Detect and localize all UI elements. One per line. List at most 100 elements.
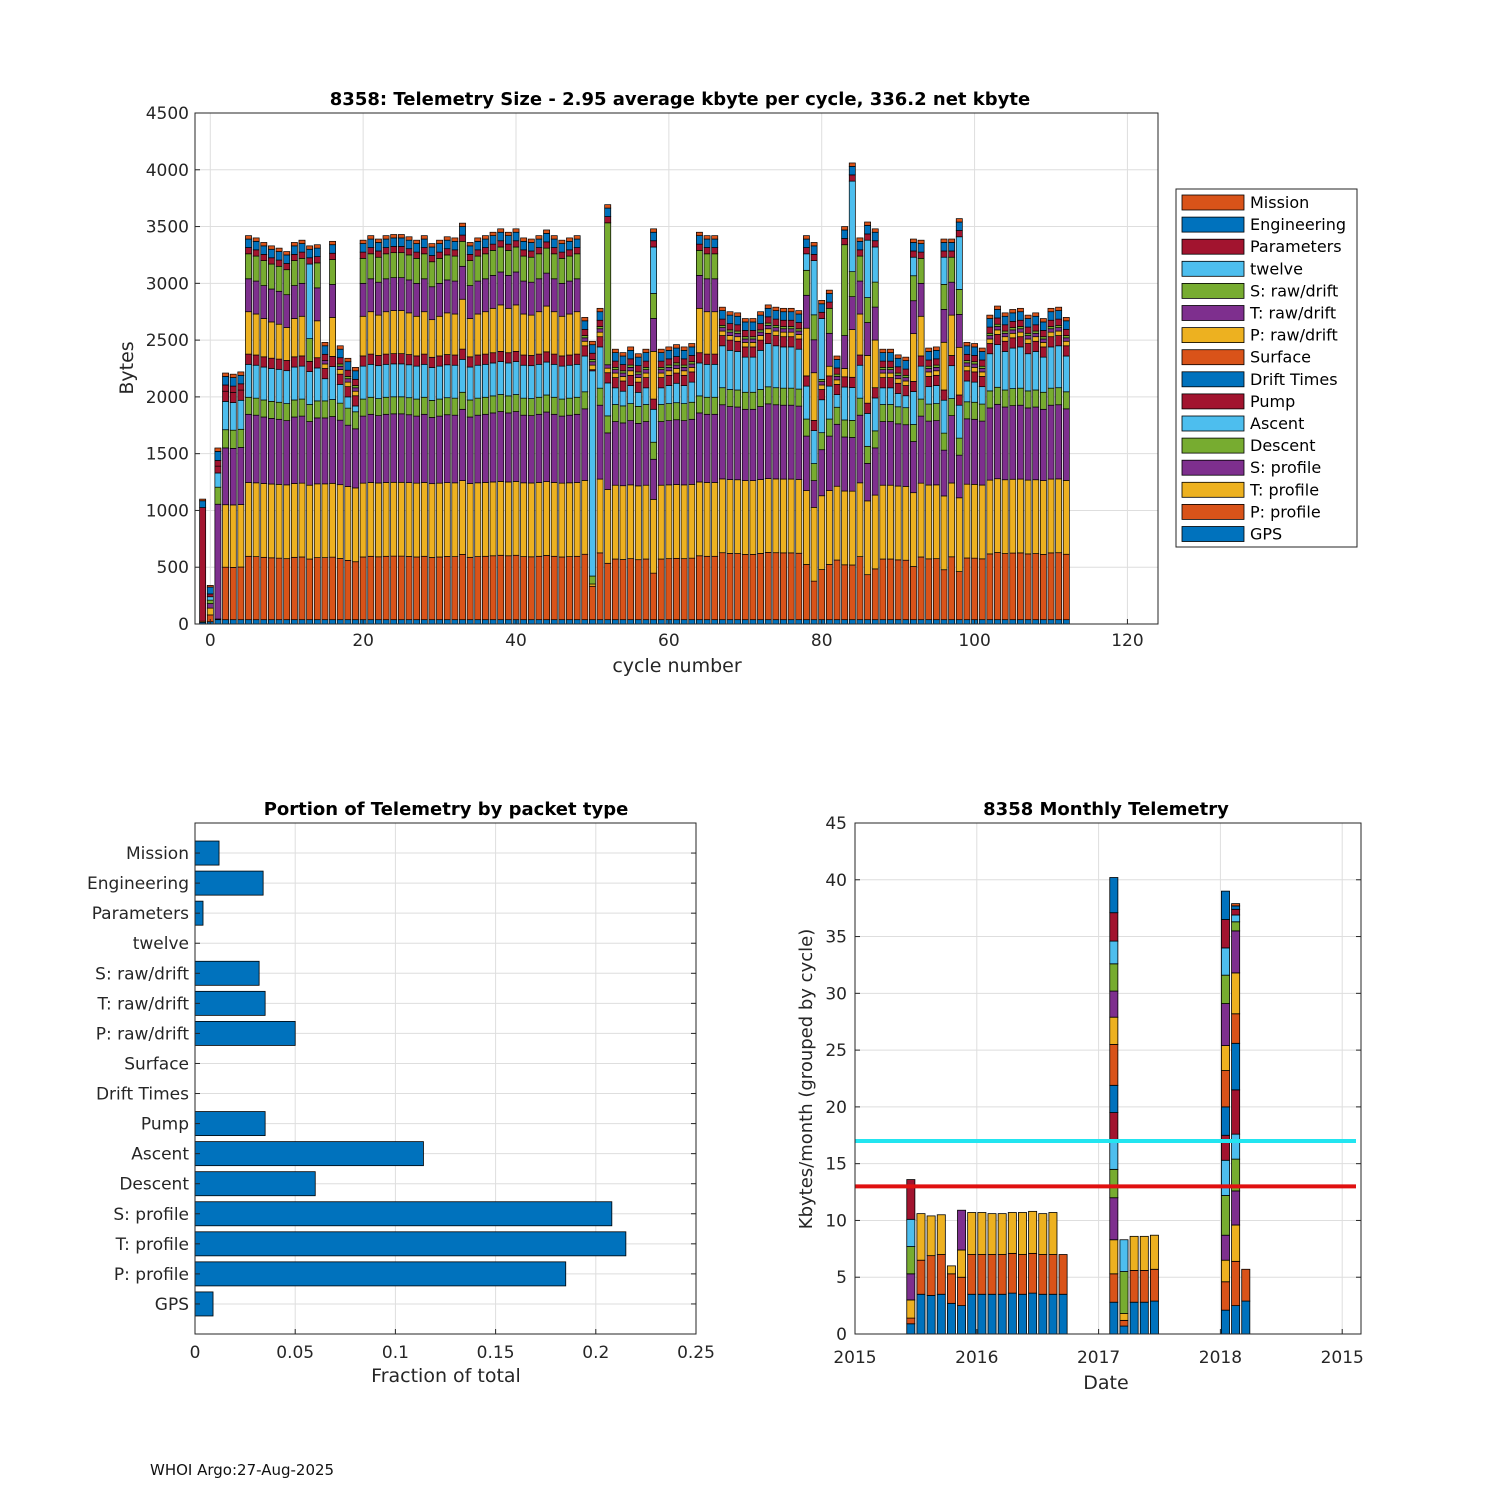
top-bar-segment — [894, 393, 902, 408]
top-bar-segment — [573, 482, 581, 557]
top-bar-segment — [1009, 619, 1017, 625]
top-bar-segment — [955, 437, 963, 456]
top-bar-segment — [527, 355, 535, 367]
top-bar-segment — [994, 334, 1001, 346]
top-bar-segment — [841, 226, 849, 231]
top-bar-segment — [948, 238, 956, 243]
top-bar-segment — [772, 404, 780, 480]
top-bar-segment — [382, 253, 390, 280]
top-bar-segment — [397, 234, 405, 239]
top-bar-segment — [1009, 388, 1017, 407]
top-bar-segment — [504, 231, 512, 236]
top-bar-segment — [504, 243, 512, 251]
top-bar-segment — [428, 619, 436, 625]
top-bar-segment — [657, 421, 665, 486]
top-bar-segment — [443, 312, 451, 355]
br-bar-segment — [946, 1273, 956, 1304]
top-bar-segment — [413, 258, 421, 284]
top-bar-segment — [1047, 307, 1055, 313]
top-bar-segment — [932, 367, 940, 372]
top-bar-segment — [252, 240, 260, 251]
top-bar-segment — [604, 207, 612, 217]
top-bar-segment — [306, 245, 314, 250]
top-bar-segment — [604, 489, 612, 564]
top-bar-segment — [932, 370, 940, 376]
top-bar-segment — [604, 619, 612, 625]
top-bar-segment — [978, 619, 986, 625]
top-bar-segment — [764, 316, 772, 324]
top-bar-segment — [474, 556, 482, 621]
top-bar-segment — [887, 558, 894, 621]
top-bar-segment — [703, 238, 711, 248]
top-bar-segment — [718, 330, 726, 336]
bottom-left-chart: 0 0.05 0.1 0.15 0.2 0.25MissionEngineeringPar… — [87, 799, 715, 1387]
top-bar-segment — [825, 307, 833, 334]
top-bar-segment — [390, 246, 398, 254]
top-bar-segment — [206, 586, 214, 595]
top-bar-segment — [252, 354, 260, 366]
top-bar-segment — [352, 367, 359, 372]
br-bar-segment — [1231, 903, 1241, 907]
top-bar-segment — [780, 319, 787, 327]
top-bar-segment — [703, 619, 711, 625]
top-bar-segment — [382, 396, 390, 415]
top-bar-segment — [841, 244, 849, 336]
top-bar-segment — [665, 370, 673, 376]
top-bar-segment — [382, 353, 390, 365]
top-bar-segment — [206, 599, 214, 604]
top-bar-segment — [436, 556, 443, 621]
top-bar-segment — [1039, 321, 1047, 331]
top-bar-segment — [604, 216, 612, 224]
top-bar-segment — [902, 368, 910, 376]
top-bar-segment — [397, 363, 405, 398]
top-bar-segment — [757, 619, 764, 625]
top-bar-segment — [268, 400, 275, 419]
top-bar-segment — [864, 619, 871, 625]
top-bar-segment — [482, 247, 489, 255]
top-bar-segment — [726, 311, 734, 316]
top-bar-segment — [329, 284, 336, 318]
top-bar-segment — [795, 310, 803, 315]
top-bar-segment — [611, 558, 619, 621]
top-bar-segment — [634, 559, 642, 621]
top-bar-segment — [344, 424, 352, 487]
top-bar-segment — [856, 280, 864, 315]
top-bar-segment — [764, 552, 772, 621]
top-bar-segment — [252, 482, 260, 557]
top-bar-segment — [703, 311, 711, 355]
top-bar-segment — [497, 304, 505, 352]
top-bar-segment — [459, 226, 466, 236]
top-bar-segment — [787, 331, 795, 338]
top-bar-segment — [963, 362, 971, 367]
top-bar-segment — [1047, 552, 1055, 621]
top-bar-segment — [382, 555, 390, 621]
top-bar-segment — [451, 482, 459, 557]
top-bar-segment — [382, 247, 390, 255]
top-bar-segment — [627, 385, 635, 404]
top-bar-segment — [420, 619, 428, 625]
top-bar-segment — [657, 377, 665, 389]
top-bar-segment — [627, 346, 635, 351]
top-bar-segment — [550, 413, 558, 483]
top-legend-swatch — [1181, 503, 1245, 520]
top-bar-segment — [436, 355, 443, 367]
top-bar-segment — [1055, 345, 1063, 389]
top-bar-segment — [268, 248, 275, 259]
top-bar-segment — [1055, 327, 1063, 332]
top-bar-segment — [504, 555, 512, 621]
top-bar-segment — [229, 377, 237, 387]
top-bar-segment — [665, 346, 673, 351]
top-bar-segment — [978, 420, 986, 486]
top-bar-segment — [680, 374, 688, 386]
top-bar-segment — [229, 391, 237, 403]
top-bar-segment — [925, 386, 933, 405]
top-bar-segment — [390, 252, 398, 279]
top-bar-segment — [321, 557, 329, 621]
top-bar-segment — [795, 322, 803, 330]
top-bar-segment — [848, 180, 856, 273]
top-bar-segment — [306, 558, 314, 621]
top-bar-segment — [527, 365, 535, 399]
top-bar-segment — [367, 278, 375, 313]
